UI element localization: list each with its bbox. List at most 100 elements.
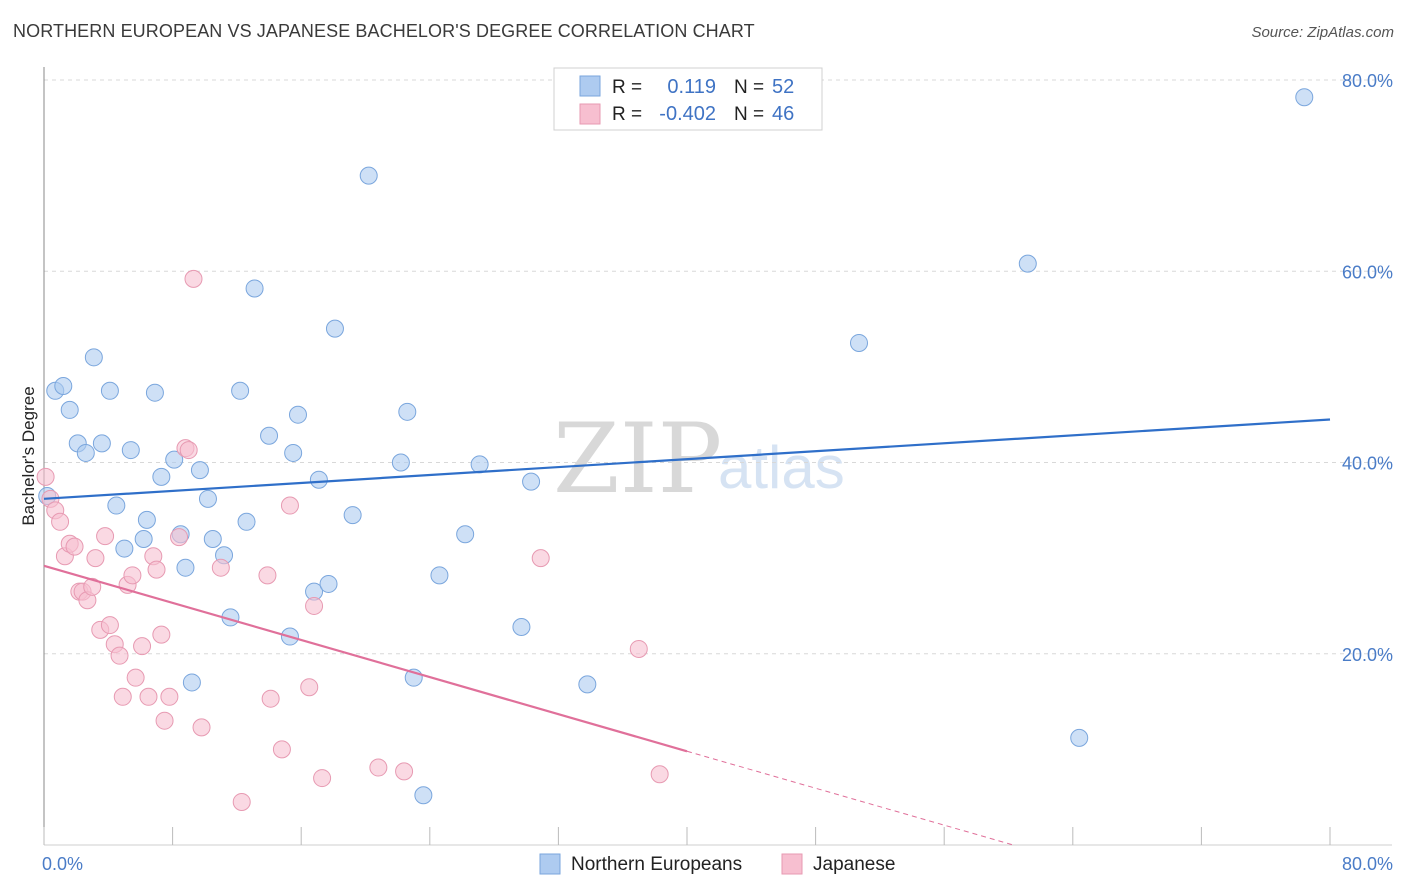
point-northern-european [107, 496, 126, 515]
point-japanese [96, 527, 115, 546]
point-japanese [192, 718, 211, 737]
legend-r-label-2: R = [612, 104, 642, 125]
point-northern-european [190, 461, 209, 480]
point-japanese [184, 269, 203, 288]
bottom-legend-swatch-blue [539, 853, 561, 875]
point-northern-european [237, 512, 256, 531]
axes [43, 67, 1392, 846]
point-japanese [258, 566, 277, 585]
point-northern-european [1295, 88, 1314, 107]
point-northern-european [391, 453, 410, 472]
point-japanese [313, 769, 332, 788]
point-northern-european [578, 675, 597, 694]
point-northern-european [470, 455, 489, 474]
point-northern-european [260, 426, 279, 445]
point-northern-european [456, 525, 475, 544]
y-axis-label: Bachelor's Degree [19, 386, 38, 525]
point-northern-european [522, 472, 541, 491]
point-japanese [123, 566, 142, 585]
point-northern-european [850, 333, 869, 352]
watermark-atlas: atlas [718, 434, 845, 501]
point-northern-european [165, 450, 184, 469]
legend-n-value-2: 46 [772, 103, 794, 125]
point-japanese [369, 758, 388, 777]
bottom-legend-label-blue: Northern Europeans [571, 854, 742, 875]
point-japanese [86, 549, 105, 568]
point-northern-european [145, 383, 164, 402]
point-northern-european [152, 467, 171, 486]
point-northern-european [76, 443, 95, 462]
point-northern-european [430, 566, 449, 585]
y-tick-label: 40.0% [1342, 454, 1393, 474]
x-tick-label: 80.0% [1342, 854, 1393, 874]
point-northern-european [414, 786, 433, 805]
source-label: Source: ZipAtlas.com [1251, 24, 1394, 41]
point-japanese [305, 596, 324, 615]
y-tick-labels: 20.0% 40.0% 60.0% 80.0% [1342, 71, 1393, 665]
legend: R = 0.119 N = 52 R = -0.402 N = 46 [553, 67, 823, 131]
legend-swatch-blue [579, 75, 601, 97]
point-japanese [113, 687, 132, 706]
point-japanese [139, 687, 158, 706]
point-japanese [147, 560, 166, 579]
x-tick-label: 0.0% [42, 854, 83, 874]
point-japanese [211, 558, 230, 577]
y-tick-label: 20.0% [1342, 645, 1393, 665]
point-northern-european [198, 489, 217, 508]
x-tick-labels: 0.0% 80.0% [42, 854, 1393, 874]
point-japanese [36, 467, 55, 486]
point-northern-european [245, 279, 264, 298]
point-northern-european [512, 617, 531, 636]
trend-line-japanese-extension [686, 750, 1014, 846]
point-japanese [65, 537, 84, 556]
point-japanese [100, 616, 119, 635]
point-japanese [179, 441, 198, 460]
point-japanese [155, 711, 174, 730]
point-japanese [83, 577, 102, 596]
bottom-legend-label-pink: Japanese [813, 854, 895, 875]
point-northern-european [309, 470, 328, 489]
bottom-legend: Northern Europeans Japanese [539, 853, 895, 875]
point-japanese [160, 687, 179, 706]
point-japanese [232, 792, 251, 811]
y-tick-label: 60.0% [1342, 262, 1393, 282]
point-northern-european [182, 673, 201, 692]
point-japanese [629, 639, 648, 658]
point-japanese [261, 689, 280, 708]
point-northern-european [203, 530, 222, 548]
bottom-legend-swatch-pink [781, 853, 803, 875]
point-northern-european [121, 441, 140, 460]
point-northern-european [92, 434, 111, 453]
point-northern-european [1070, 728, 1089, 747]
point-japanese [272, 740, 291, 759]
legend-r-label-1: R = [612, 77, 642, 98]
point-northern-european [1018, 254, 1037, 273]
point-japanese [395, 762, 414, 781]
point-northern-european [84, 348, 103, 367]
point-northern-european [54, 377, 73, 395]
point-japanese [280, 496, 299, 515]
point-northern-european [100, 381, 119, 400]
point-northern-european [115, 539, 134, 558]
point-northern-european [398, 402, 417, 421]
legend-n-label-1: N = [734, 77, 764, 98]
point-northern-european [137, 510, 156, 529]
point-japanese [133, 637, 152, 656]
x-ticks [43, 827, 1331, 845]
chart-title: NORTHERN EUROPEAN VS JAPANESE BACHELOR'S… [13, 21, 755, 41]
point-japanese [170, 528, 189, 547]
trend-line-japanese [43, 564, 688, 753]
legend-n-label-2: N = [734, 104, 764, 125]
point-japanese [531, 549, 550, 568]
trend-lines [43, 418, 1331, 846]
point-japanese [152, 625, 171, 644]
point-northern-european [343, 506, 362, 525]
legend-r-value-2: -0.402 [659, 103, 716, 125]
point-northern-european [319, 574, 338, 593]
point-northern-european [134, 530, 153, 548]
series-japanese [36, 269, 669, 811]
point-northern-european [176, 558, 195, 577]
legend-n-value-1: 52 [772, 76, 794, 98]
point-northern-european [284, 443, 303, 462]
